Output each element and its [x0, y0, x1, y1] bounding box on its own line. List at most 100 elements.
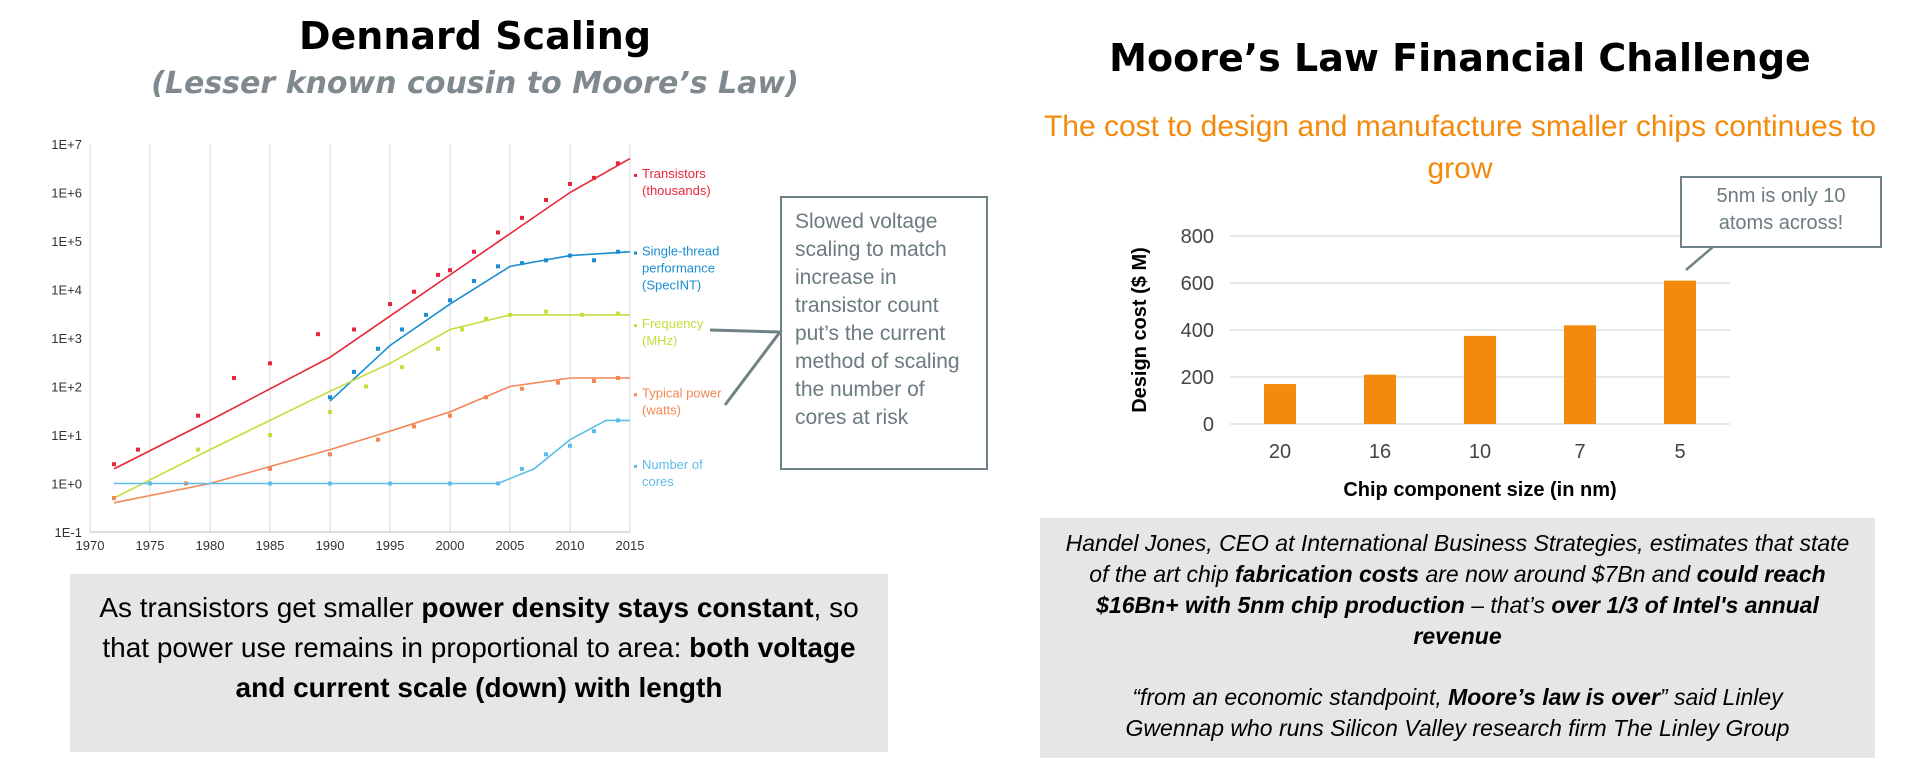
bar	[1464, 335, 1496, 424]
data-point	[436, 272, 440, 277]
y-tick-label: 600	[1181, 273, 1214, 295]
legend-label: Number of	[642, 457, 703, 472]
data-point	[268, 466, 272, 471]
5nm-callout: 5nm is only 10 atoms across!	[1680, 176, 1882, 248]
legend-label: (MHz)	[642, 333, 677, 348]
y-tick-label: 1E+2	[51, 380, 82, 395]
data-point	[196, 413, 200, 418]
dennard-subtitle: (Lesser known cousin to Moore’s Law)	[151, 66, 799, 101]
x-tick-label: 1970	[76, 538, 105, 553]
y-tick-label: 1E-1	[55, 525, 82, 540]
data-point	[412, 424, 416, 429]
quote-box: Handel Jones, CEO at International Busin…	[1040, 518, 1875, 758]
quote2-text-2: ” said Linley Gwennap who runs Silicon V…	[1125, 684, 1790, 741]
legend-label: (SpecINT)	[642, 278, 701, 293]
data-point	[136, 447, 140, 452]
moores-title: Moore’s Law Financial Challenge	[1109, 36, 1811, 80]
data-point	[112, 462, 116, 467]
data-point	[520, 386, 524, 391]
legend-marker	[634, 393, 637, 397]
data-point	[568, 253, 572, 258]
data-point	[328, 409, 332, 414]
data-point	[484, 395, 488, 400]
data-point	[460, 327, 464, 332]
quote-paragraph-2: “from an economic standpoint, Moore’s la…	[1040, 652, 1875, 744]
data-point	[544, 198, 548, 203]
legend-label: Single-thread	[642, 244, 719, 259]
caption-text-2: , so that power use remains in proportio…	[102, 592, 859, 663]
y-tick-label: 1E+7	[51, 137, 82, 152]
y-tick-label: 0	[1203, 414, 1214, 436]
trend-line	[114, 419, 630, 485]
data-point	[616, 375, 620, 380]
data-point	[400, 327, 404, 332]
x-tick-label: 1995	[376, 538, 405, 553]
data-point	[196, 447, 200, 452]
caption-bold-2: both voltage and current scale (down) wi…	[235, 632, 856, 703]
data-point	[616, 161, 620, 166]
x-tick-label: 1980	[196, 538, 225, 553]
x-tick-label: 1985	[256, 538, 285, 553]
bar	[1264, 384, 1296, 424]
bar	[1564, 325, 1596, 424]
dennard-title: Dennard Scaling	[298, 14, 652, 58]
data-point	[376, 346, 380, 351]
trend-line	[113, 377, 630, 504]
data-point	[544, 309, 548, 314]
callout-pointer	[709, 328, 783, 406]
legend-marker	[634, 464, 637, 468]
data-point	[268, 481, 272, 486]
data-point	[520, 466, 524, 471]
data-point	[496, 264, 500, 269]
quote1-bold-3: over 1/3 of Intel's annual revenue	[1413, 592, 1819, 649]
data-point	[364, 384, 368, 389]
y-tick-label: 200	[1181, 367, 1214, 389]
data-point	[388, 302, 392, 307]
legend-label: (watts)	[642, 402, 681, 417]
trend-line	[113, 157, 631, 470]
quote2-bold-1: Moore’s law is over	[1448, 684, 1660, 710]
dennard-caption-box: As transistors get smaller power density…	[70, 574, 888, 752]
data-point	[448, 298, 452, 303]
data-point	[568, 181, 572, 186]
data-point	[496, 230, 500, 235]
y-tick-label: 800	[1181, 226, 1214, 248]
data-point	[520, 215, 524, 220]
y-tick-label: 1E+6	[51, 186, 82, 201]
quote1-text-1: Handel Jones, CEO at International Busin…	[1065, 530, 1850, 587]
quote1-bold-1: fabrication costs	[1235, 561, 1420, 587]
y-tick-label: 1E+5	[51, 234, 82, 249]
legend-label: Typical power	[642, 385, 722, 400]
data-point	[328, 452, 332, 457]
legend-marker	[634, 324, 637, 328]
data-point	[412, 289, 416, 294]
x-tick-label: 1990	[316, 538, 345, 553]
legend-marker	[634, 251, 637, 255]
data-point	[568, 443, 572, 448]
quote1-text-2: are now around $7Bn and	[1419, 561, 1697, 587]
legend-label: Frequency	[642, 316, 704, 331]
x-tick-label: 20	[1269, 441, 1291, 463]
y-axis-label: Design cost ($ M)	[1129, 247, 1151, 413]
quote1-text-3: – that’s	[1464, 592, 1552, 618]
y-tick-label: 1E+1	[51, 428, 82, 443]
data-point	[472, 249, 476, 254]
y-tick-label: 400	[1181, 320, 1214, 342]
x-tick-label: 2015	[616, 538, 645, 553]
x-tick-label: 2010	[556, 538, 585, 553]
quote2-text-1: “from an economic standpoint,	[1132, 684, 1449, 710]
caption-bold-1: power density stays constant	[421, 592, 814, 623]
data-point	[148, 481, 152, 486]
trend-line	[329, 251, 631, 402]
x-tick-label: 2000	[436, 538, 465, 553]
x-tick-label: 5	[1674, 441, 1685, 463]
legend-marker	[634, 173, 637, 177]
data-point	[592, 429, 596, 434]
data-point	[520, 261, 524, 266]
voltage-callout: Slowed voltage scaling to match increase…	[780, 196, 988, 470]
dennard-caption: As transistors get smaller power density…	[70, 574, 888, 722]
data-point	[268, 433, 272, 437]
bar	[1364, 374, 1396, 424]
data-point	[616, 418, 620, 423]
data-point	[448, 268, 452, 273]
